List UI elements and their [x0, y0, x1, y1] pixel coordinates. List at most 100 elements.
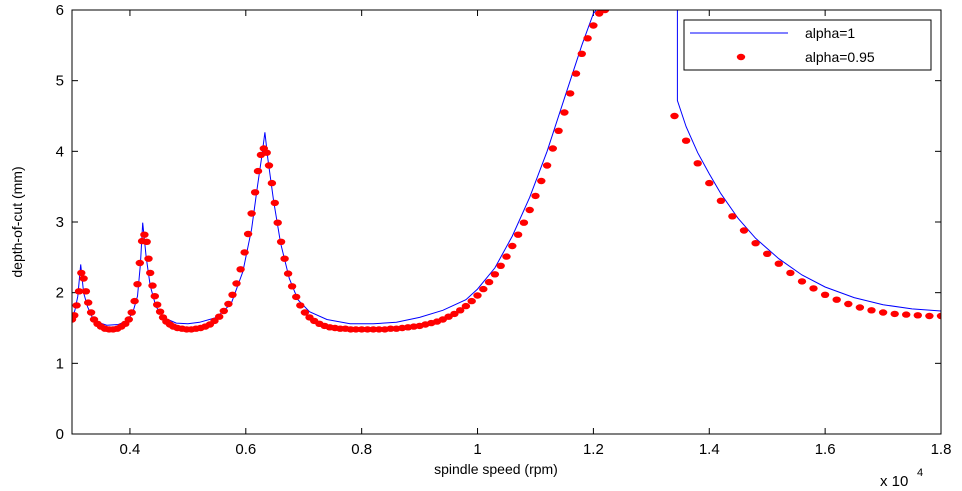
data-point-alpha-095 [79, 275, 88, 282]
data-point-alpha-095 [219, 307, 228, 315]
data-point-alpha-095 [461, 302, 471, 310]
y-axis-label: depth-of-cut (mm) [9, 166, 25, 277]
data-point-alpha-095 [490, 271, 500, 278]
data-point-alpha-095 [133, 281, 142, 288]
data-point-alpha-095 [450, 310, 459, 318]
y-tick-label: 3 [56, 214, 64, 231]
data-point-alpha-095 [473, 292, 482, 299]
x-tick-label: 0.8 [351, 441, 372, 458]
legend: alpha=1 alpha=0.95 [683, 19, 932, 71]
data-point-alpha-095 [280, 255, 289, 262]
data-point-alpha-095 [902, 311, 911, 318]
data-point-alpha-095 [140, 231, 149, 238]
data-point-alpha-095 [270, 199, 279, 207]
data-point-alpha-095 [142, 238, 151, 245]
data-point-alpha-095 [228, 291, 237, 298]
data-point-alpha-095 [508, 242, 517, 250]
data-point-alpha-095 [537, 177, 546, 185]
data-point-alpha-095 [502, 253, 511, 260]
data-point-alpha-095 [786, 269, 795, 277]
data-point-alpha-095 [72, 302, 81, 309]
data-point-alpha-095 [467, 297, 476, 305]
y-tick-label: 2 [56, 285, 64, 302]
data-point-alpha-095 [153, 301, 162, 308]
data-point-alpha-095 [124, 316, 133, 323]
data-point-alpha-095 [513, 231, 523, 238]
data-point-alpha-095 [86, 309, 96, 316]
x-tick-label: 1 [473, 441, 481, 458]
x-axis-label: spindle speed (rpm) [434, 461, 558, 477]
data-point-alpha-095 [150, 293, 159, 300]
data-point-alpha-095 [210, 317, 219, 325]
data-point-alpha-095 [357, 326, 366, 333]
data-point-alpha-095 [240, 249, 249, 256]
y-tick-label: 0 [56, 426, 64, 443]
x-tick-labels: 0.4 0.6 0.8 1 1.2 1.4 1.6 1.8 [120, 441, 952, 458]
data-point-alpha-095 [273, 219, 282, 226]
data-point-alpha-095 [809, 285, 818, 292]
data-point-alpha-095 [878, 309, 888, 316]
data-point-alpha-095 [936, 312, 941, 320]
data-point-alpha-095 [232, 280, 241, 287]
x-axis-multiplier: x 10 4 [880, 467, 923, 490]
data-point-alpha-095 [262, 149, 271, 156]
legend-box [683, 19, 932, 71]
series-layer [72, 10, 941, 333]
y-tick-labels: 0 1 2 3 4 5 6 [56, 2, 64, 443]
data-point-alpha-095 [215, 313, 224, 320]
data-point-alpha-095 [583, 35, 592, 42]
data-point-alpha-095 [74, 288, 84, 295]
data-point-alpha-095 [913, 312, 922, 319]
data-point-alpha-095 [148, 282, 157, 289]
data-point-alpha-095 [374, 326, 384, 333]
data-point-alpha-095 [693, 160, 702, 167]
data-point-alpha-095 [484, 278, 494, 286]
data-point-alpha-095 [542, 162, 552, 169]
data-point-alpha-095 [267, 179, 277, 187]
legend-label-alpha-095: alpha=0.95 [805, 49, 875, 65]
data-point-alpha-095 [519, 219, 529, 226]
data-point-alpha-095 [867, 307, 876, 314]
data-point-alpha-095 [705, 179, 714, 187]
x-tick-label: 1.4 [699, 441, 720, 458]
data-point-alpha-095 [739, 227, 749, 234]
data-point-alpha-095 [283, 270, 293, 277]
data-point-alpha-095 [774, 260, 783, 267]
y-tick-label: 4 [56, 143, 64, 160]
x-tick-label: 0.6 [235, 441, 256, 458]
data-point-alpha-095 [155, 308, 165, 315]
data-point-alpha-095 [135, 259, 144, 267]
data-point-alpha-095 [300, 309, 310, 316]
data-point-alpha-095 [276, 238, 286, 245]
data-point-alpha-095 [554, 127, 563, 134]
plot-frame [71, 9, 942, 435]
x-tick-label: 1.6 [815, 441, 836, 458]
data-point-alpha-095 [844, 300, 853, 308]
y-tick-label: 5 [56, 73, 64, 90]
x-tick-label: 1.2 [583, 441, 604, 458]
data-point-alpha-095 [264, 162, 274, 169]
data-point-alpha-095 [386, 325, 395, 332]
data-point-alpha-095 [548, 145, 557, 152]
data-point-alpha-095 [600, 10, 610, 14]
data-point-alpha-095 [296, 302, 305, 309]
data-point-alpha-095 [456, 307, 465, 314]
data-point-alpha-095 [224, 300, 233, 308]
data-point-alpha-095 [681, 137, 691, 144]
data-point-alpha-095 [925, 312, 934, 320]
series-line-alpha-1-segment-0 [72, 10, 597, 326]
x-tick-label: 0.4 [120, 441, 141, 458]
data-point-alpha-095 [855, 304, 865, 311]
y-tick-label: 1 [56, 355, 64, 372]
plot-background [72, 10, 941, 434]
data-point-alpha-095 [130, 297, 139, 305]
legend-label-alpha-1: alpha=1 [805, 25, 855, 41]
data-point-alpha-095 [77, 269, 86, 277]
data-point-alpha-095 [236, 266, 245, 273]
data-point-alpha-095 [820, 291, 830, 298]
data-point-alpha-095 [127, 309, 136, 316]
data-point-alpha-095 [571, 70, 581, 77]
data-point-alpha-095 [763, 250, 772, 257]
y-tick-label: 6 [56, 2, 64, 19]
